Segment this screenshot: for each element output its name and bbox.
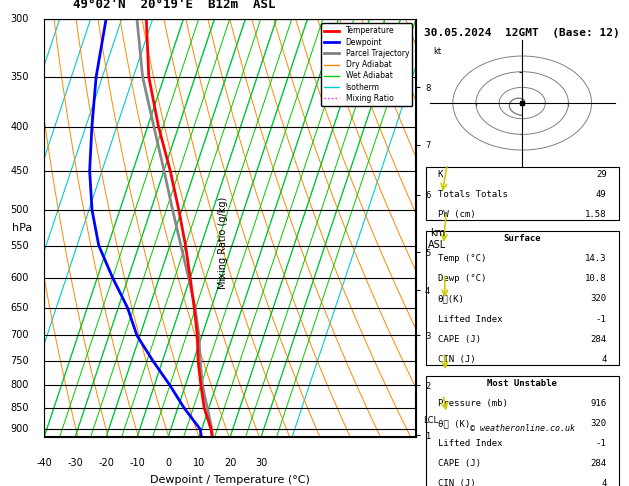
Text: K: K (438, 170, 443, 179)
Text: CIN (J): CIN (J) (438, 355, 476, 364)
Text: 900: 900 (11, 424, 29, 434)
Bar (426, 167, 619, 220)
Text: Lifted Index: Lifted Index (438, 439, 503, 448)
Text: -40: -40 (36, 458, 52, 469)
Text: Dewp (°C): Dewp (°C) (438, 275, 486, 283)
Text: Totals Totals: Totals Totals (438, 190, 508, 199)
Text: 20: 20 (224, 458, 236, 469)
Text: Dewpoint / Temperature (°C): Dewpoint / Temperature (°C) (150, 475, 310, 485)
Text: CIN (J): CIN (J) (438, 479, 476, 486)
Y-axis label: km
ASL: km ASL (428, 228, 447, 250)
Text: 1.58: 1.58 (585, 210, 606, 219)
Text: 600: 600 (11, 273, 29, 283)
Text: 320: 320 (591, 295, 606, 303)
Text: CAPE (J): CAPE (J) (438, 334, 481, 344)
Text: 300: 300 (11, 15, 29, 24)
Text: 500: 500 (11, 205, 29, 215)
Text: 30.05.2024  12GMT  (Base: 12): 30.05.2024 12GMT (Base: 12) (425, 28, 620, 38)
Text: 850: 850 (11, 403, 29, 413)
Text: 10: 10 (193, 458, 205, 469)
Text: 30: 30 (255, 458, 267, 469)
Text: © weatheronline.co.uk: © weatheronline.co.uk (470, 424, 575, 433)
Text: 916: 916 (591, 399, 606, 408)
Text: 450: 450 (11, 166, 29, 175)
Text: Lifted Index: Lifted Index (438, 314, 503, 324)
Text: 4: 4 (601, 479, 606, 486)
Text: Mixing Ratio (g/kg): Mixing Ratio (g/kg) (218, 197, 228, 289)
Text: 350: 350 (11, 72, 29, 82)
Text: 10.8: 10.8 (585, 275, 606, 283)
Text: -1: -1 (596, 314, 606, 324)
Text: 284: 284 (591, 334, 606, 344)
Legend: Temperature, Dewpoint, Parcel Trajectory, Dry Adiabat, Wet Adiabat, Isotherm, Mi: Temperature, Dewpoint, Parcel Trajectory… (321, 23, 412, 106)
Text: Temp (°C): Temp (°C) (438, 254, 486, 263)
Text: 284: 284 (591, 459, 606, 468)
Text: hPa: hPa (11, 224, 32, 233)
Text: 49: 49 (596, 190, 606, 199)
Text: θᴇ (K): θᴇ (K) (438, 419, 470, 428)
Text: 550: 550 (11, 241, 29, 250)
Bar (426, 376, 619, 486)
Text: 0: 0 (165, 458, 171, 469)
Text: LCL: LCL (423, 417, 438, 425)
Text: kt: kt (433, 47, 442, 55)
Text: 4: 4 (601, 355, 606, 364)
Text: 400: 400 (11, 122, 29, 132)
Text: -10: -10 (129, 458, 145, 469)
Text: 14.3: 14.3 (585, 254, 606, 263)
Text: -30: -30 (67, 458, 83, 469)
Text: 49°02'N  20°19'E  B12m  ASL: 49°02'N 20°19'E B12m ASL (73, 0, 276, 11)
Bar (426, 231, 619, 364)
Text: 750: 750 (11, 356, 29, 366)
Text: 29: 29 (596, 170, 606, 179)
Text: 700: 700 (11, 330, 29, 341)
Text: θᴇ(K): θᴇ(K) (438, 295, 465, 303)
Text: 650: 650 (11, 303, 29, 313)
Text: Most Unstable: Most Unstable (487, 379, 557, 388)
Text: -1: -1 (596, 439, 606, 448)
Text: PW (cm): PW (cm) (438, 210, 476, 219)
Text: Surface: Surface (503, 234, 541, 243)
Text: 800: 800 (11, 380, 29, 390)
Text: -20: -20 (98, 458, 114, 469)
Text: CAPE (J): CAPE (J) (438, 459, 481, 468)
Text: 320: 320 (591, 419, 606, 428)
Text: Pressure (mb): Pressure (mb) (438, 399, 508, 408)
